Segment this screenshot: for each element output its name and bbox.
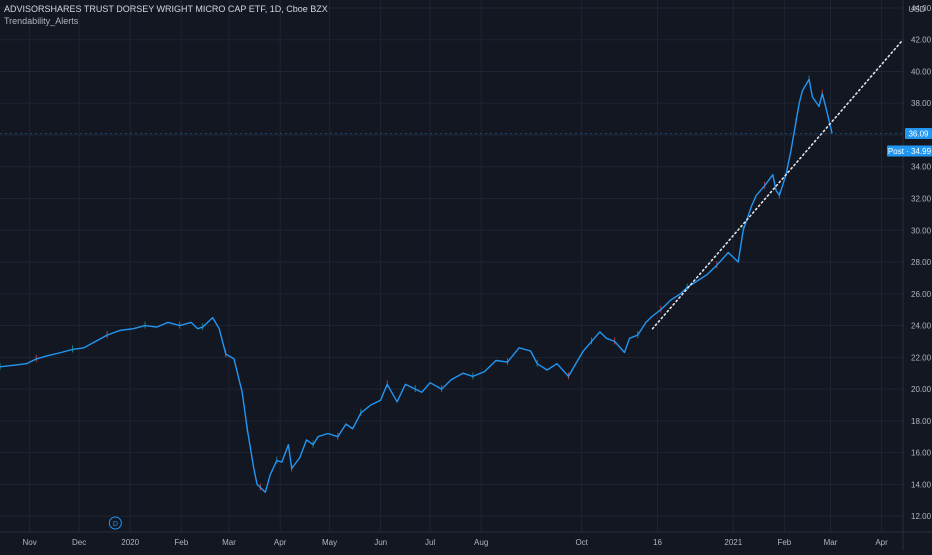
post-market-label: Post · 34.99 xyxy=(888,147,932,156)
x-tick-label: Apr xyxy=(875,538,888,547)
chart-title: ADVISORSHARES TRUST DORSEY WRIGHT MICRO … xyxy=(4,4,328,14)
y-tick-label: 44.00 xyxy=(911,4,932,13)
x-tick-label: Jun xyxy=(374,538,387,547)
y-tick-label: 24.00 xyxy=(911,322,932,331)
x-tick-label: Feb xyxy=(174,538,188,547)
x-tick-label: Aug xyxy=(474,538,488,547)
y-tick-label: 22.00 xyxy=(911,353,932,362)
y-tick-label: 28.00 xyxy=(911,258,932,267)
post-market-badge xyxy=(887,145,932,157)
x-tick-label: 2021 xyxy=(724,538,742,547)
dividend-marker xyxy=(108,516,122,530)
trendline xyxy=(651,38,904,330)
y-tick-label: 20.00 xyxy=(911,385,932,394)
x-tick-label: Feb xyxy=(777,538,791,547)
x-tick-label: Jul xyxy=(425,538,435,547)
x-tick-label: 2020 xyxy=(121,538,139,547)
y-tick-label: 18.00 xyxy=(911,417,932,426)
x-tick-label: Mar xyxy=(222,538,236,547)
x-tick-label: May xyxy=(322,538,337,547)
y-tick-label: 42.00 xyxy=(911,36,932,45)
dividend-marker-label: D xyxy=(113,521,118,528)
y-tick-label: 32.00 xyxy=(911,195,932,204)
axis-unit: USD xyxy=(909,5,926,14)
y-tick-label: 38.00 xyxy=(911,99,932,108)
y-tick-label: 30.00 xyxy=(911,226,932,235)
indicator-name: Trendability_Alerts xyxy=(4,16,79,26)
y-tick-label: 34.00 xyxy=(911,163,932,172)
last-price-badge xyxy=(905,128,932,140)
x-tick-label: Mar xyxy=(824,538,838,547)
x-tick-label: Apr xyxy=(274,538,287,547)
y-tick-label: 12.00 xyxy=(911,512,932,521)
price-line xyxy=(0,78,833,493)
y-tick-label: 14.00 xyxy=(911,480,932,489)
x-tick-label: Oct xyxy=(575,538,588,547)
last-price-label: 36.09 xyxy=(908,130,929,139)
y-tick-label: 16.00 xyxy=(911,449,932,458)
x-tick-label: Dec xyxy=(72,538,86,547)
y-tick-label: 40.00 xyxy=(911,67,932,76)
x-tick-label: Nov xyxy=(23,538,37,547)
y-tick-label: 26.00 xyxy=(911,290,932,299)
x-tick-label: 16 xyxy=(653,538,662,547)
